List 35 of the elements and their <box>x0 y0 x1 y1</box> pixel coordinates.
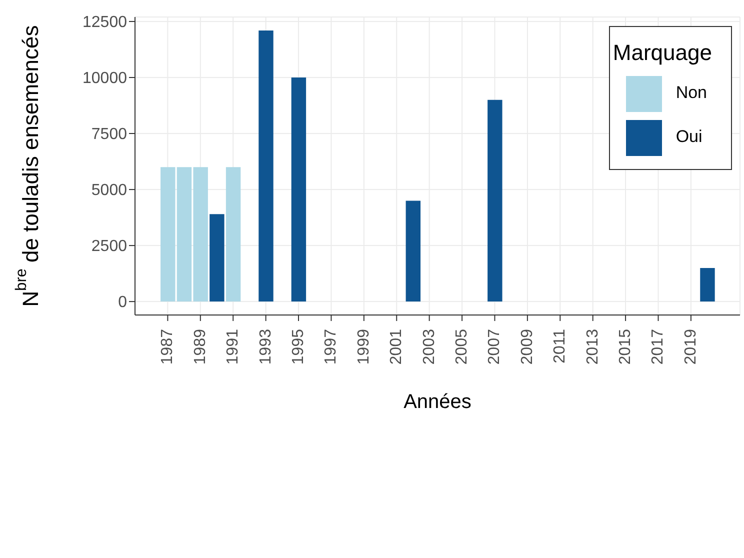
y-tick-label: 7500 <box>91 126 128 144</box>
x-tick-label: 1989 <box>192 328 209 365</box>
bar <box>488 100 502 302</box>
x-tick-label: 1993 <box>257 328 274 365</box>
x-tick-label: 1999 <box>355 328 372 365</box>
x-tick-label: 2009 <box>518 328 536 365</box>
x-tick-label: 2011 <box>552 328 569 364</box>
bar <box>700 268 715 302</box>
bar <box>160 167 176 302</box>
legend-label: Oui <box>676 127 702 146</box>
bar <box>210 214 224 302</box>
x-tick-label: 2013 <box>584 328 602 365</box>
legend-label: Non <box>676 83 707 102</box>
y-tick-label: 2500 <box>91 238 128 256</box>
y-tick-label: 0 <box>118 294 128 312</box>
x-tick-label: 2005 <box>454 328 471 365</box>
x-tick-label: 2015 <box>617 328 634 365</box>
x-tick-label: 1995 <box>290 328 308 365</box>
y-tick-label: 5000 <box>91 182 128 200</box>
x-tick-label: 2019 <box>682 328 700 365</box>
x-tick-label: 1997 <box>322 328 340 365</box>
x-tick-label: 1987 <box>159 328 176 365</box>
x-axis-title: Années <box>404 391 472 413</box>
x-tick-label: 2003 <box>420 328 438 365</box>
bar <box>226 167 241 302</box>
y-tick-label: 12500 <box>82 14 128 32</box>
x-tick-label: 1991 <box>224 328 242 365</box>
bar <box>406 200 421 302</box>
y-tick-label: 10000 <box>82 70 128 88</box>
bar <box>291 77 306 302</box>
bar <box>258 30 274 302</box>
x-tick-label: 2007 <box>486 328 504 365</box>
x-tick-label: 2001 <box>388 328 406 365</box>
x-tick-label: 2017 <box>650 328 667 365</box>
legend-title: Marquage <box>612 40 712 66</box>
